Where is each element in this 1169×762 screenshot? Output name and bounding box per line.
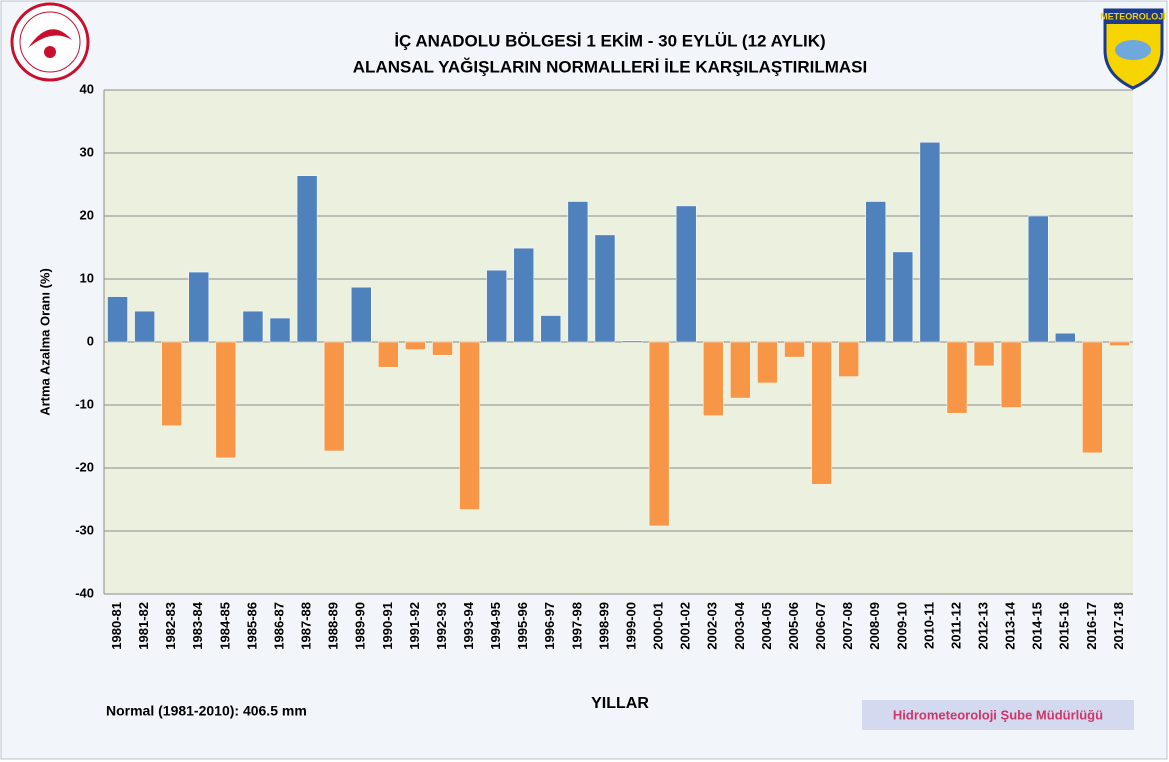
x-tick-label: 2003-04 xyxy=(732,601,747,649)
bar xyxy=(892,251,914,343)
bar xyxy=(811,341,832,485)
bar xyxy=(405,341,426,350)
x-tick-label: 1994-95 xyxy=(488,602,503,650)
bar xyxy=(513,247,534,343)
bar xyxy=(269,317,291,343)
x-tick-label: 1987-88 xyxy=(299,602,314,650)
footer: Hidrometeoroloji Şube Müdürlüğü xyxy=(893,707,1103,722)
x-tick-label: 1996-97 xyxy=(542,602,557,650)
bar xyxy=(1027,215,1049,343)
bar xyxy=(1109,341,1130,347)
bar xyxy=(215,341,237,459)
x-tick-label: 1989-90 xyxy=(353,602,368,650)
bar xyxy=(784,341,805,358)
x-tick-label: 1991-92 xyxy=(407,602,422,650)
y-tick-label: -10 xyxy=(75,396,94,411)
x-axis-label: YILLAR xyxy=(591,695,649,712)
bar xyxy=(134,310,155,343)
note: Normal (1981-2010): 406.5 mm xyxy=(106,703,307,719)
x-tick-label: 2010-11 xyxy=(921,602,936,649)
bar xyxy=(540,315,562,343)
x-tick-label: 1988-89 xyxy=(326,602,341,650)
x-tick-label: 1986-87 xyxy=(271,602,286,650)
bar xyxy=(486,269,507,343)
x-tick-label: 2009-10 xyxy=(894,602,909,650)
bar xyxy=(973,341,995,367)
x-tick-label: 2016-17 xyxy=(1084,602,1099,650)
footer-box xyxy=(862,700,1134,730)
bar xyxy=(296,175,318,343)
y-tick-label: -40 xyxy=(75,585,94,600)
bar xyxy=(378,341,399,368)
bar xyxy=(919,142,941,343)
bar xyxy=(350,286,372,343)
y-tick-label: 40 xyxy=(80,81,94,96)
x-tick-label: 2005-06 xyxy=(786,602,801,650)
x-tick-label: 2013-14 xyxy=(1003,601,1018,649)
bar xyxy=(703,341,724,416)
x-tick-label: 1995-96 xyxy=(515,602,530,650)
bar xyxy=(323,341,345,452)
bar xyxy=(567,201,589,343)
y-tick-label: -30 xyxy=(75,522,94,537)
x-tick-label: 1990-91 xyxy=(380,602,395,650)
bar xyxy=(107,296,128,343)
x-tick-label: 1981-82 xyxy=(136,602,151,650)
chart-title: ALANSAL YAĞIŞLARIN NORMALLERİ İLE KARŞIL… xyxy=(353,57,867,76)
x-tick-label: 1993-94 xyxy=(461,601,476,649)
bar xyxy=(621,340,643,343)
x-tick-label: 1998-99 xyxy=(596,602,611,650)
x-tick-label: 1984-85 xyxy=(217,602,232,650)
bar xyxy=(594,234,616,343)
y-tick-label: 10 xyxy=(80,270,94,285)
bar xyxy=(946,341,968,414)
bar xyxy=(188,271,210,343)
bar xyxy=(730,341,751,399)
x-tick-label: 2011-12 xyxy=(948,602,963,649)
bar xyxy=(459,341,480,510)
x-tick-label: 2017-18 xyxy=(1111,602,1126,650)
x-tick-label: 1985-86 xyxy=(244,602,259,650)
y-tick-label: 20 xyxy=(80,207,94,222)
logo-text: METEOROLOJİ xyxy=(1100,11,1166,21)
x-tick-label: 2008-09 xyxy=(867,602,882,650)
bar xyxy=(1082,341,1103,454)
x-tick-label: 2001-02 xyxy=(678,602,693,650)
x-tick-label: 1999-00 xyxy=(623,602,638,650)
x-tick-label: 1983-84 xyxy=(190,601,205,649)
bar xyxy=(242,310,264,343)
x-tick-label: 2012-13 xyxy=(976,602,991,650)
x-tick-label: 1982-83 xyxy=(163,602,178,650)
bar xyxy=(161,341,182,427)
y-axis-label: Artma Azalma Oranı (%) xyxy=(37,268,52,416)
x-tick-label: 2006-07 xyxy=(813,602,828,650)
x-tick-label: 2007-08 xyxy=(840,602,855,650)
bar xyxy=(757,341,778,384)
right-logo xyxy=(1103,8,1164,90)
x-tick-label: 2004-05 xyxy=(759,602,774,650)
bar xyxy=(1055,332,1076,343)
x-tick-label: 2015-16 xyxy=(1057,602,1072,650)
bar xyxy=(675,205,697,343)
x-tick-label: 2000-01 xyxy=(651,602,666,650)
y-tick-label: 30 xyxy=(80,144,94,159)
bar xyxy=(1000,341,1022,408)
x-tick-label: 1980-81 xyxy=(109,602,124,650)
left-emblem xyxy=(10,2,90,82)
x-tick-label: 1992-93 xyxy=(434,602,449,650)
y-tick-label: 0 xyxy=(87,333,94,348)
x-tick-label: 2002-03 xyxy=(705,602,720,650)
y-tick-label: -20 xyxy=(75,459,94,474)
x-tick-label: 2014-15 xyxy=(1030,602,1045,650)
bar xyxy=(838,341,859,377)
x-tick-label: 1997-98 xyxy=(569,602,584,650)
bar xyxy=(865,201,887,343)
bar xyxy=(432,341,453,356)
bar xyxy=(648,341,670,527)
chart-title: İÇ ANADOLU BÖLGESİ 1 EKİM - 30 EYLÜL (12… xyxy=(394,31,825,50)
